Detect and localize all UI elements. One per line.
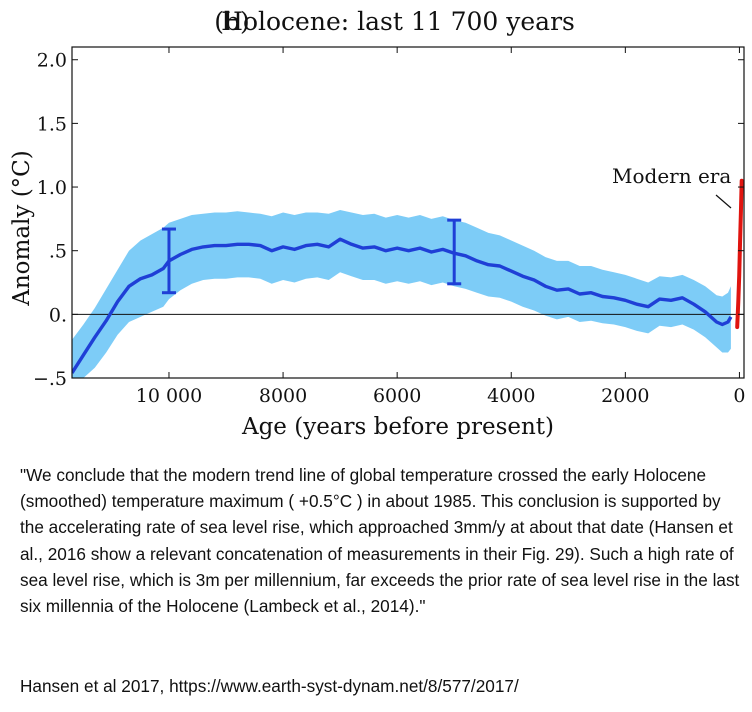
x-tick-label: 2000	[601, 385, 649, 407]
y-tick-label: 2.0	[37, 50, 67, 72]
x-tick-label: 8000	[259, 385, 307, 407]
uncertainty-band	[72, 210, 731, 378]
y-tick-label: −.5	[33, 368, 67, 390]
plot-frame	[71, 46, 745, 379]
chart-title: Holocene: last 11 700 years	[221, 7, 575, 36]
x-tick-label: 4000	[487, 385, 535, 407]
x-tick-label: 6000	[373, 385, 421, 407]
holocene-chart: Holocene: last 11 700 years (b) −.5 0. .5 1…	[9, 7, 745, 440]
x-tick-label: 0	[733, 385, 745, 407]
quote-text: "We conclude that the modern trend line …	[20, 465, 740, 617]
y-tick-label: 0.	[49, 304, 67, 326]
x-tick-label: 10 000	[136, 385, 202, 407]
error-bar-0	[161, 227, 176, 295]
modern-era-annotation: Modern era	[612, 164, 731, 188]
y-tick-label: 1.0	[37, 177, 67, 199]
x-axis-label: Age (years before present)	[241, 414, 554, 440]
series-line-holocene-mean	[72, 237, 733, 374]
y-axis-label: Anomaly (°C)	[9, 150, 35, 307]
error-bar-1	[447, 218, 462, 286]
panel-label: (b)	[214, 7, 250, 36]
y-tick-label: .5	[49, 241, 67, 263]
series-line-modern-era	[735, 178, 744, 330]
modern-era-arrow	[715, 194, 732, 209]
y-tick-label: 1.5	[37, 113, 67, 135]
citation-text: Hansen et al 2017, https://www.earth-sys…	[20, 676, 519, 696]
